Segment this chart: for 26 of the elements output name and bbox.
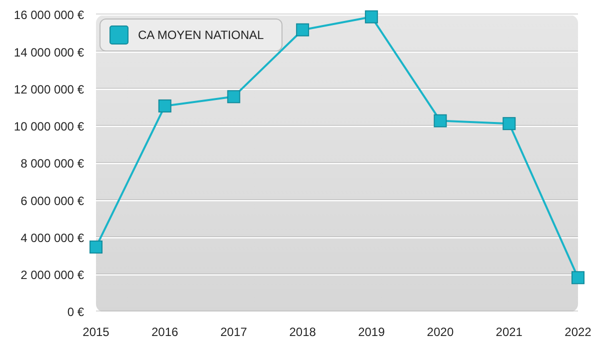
y-tick-label: 12 000 000 € [14, 82, 84, 96]
point [572, 271, 584, 284]
y-tick-label: 6 000 000 € [20, 194, 84, 208]
y-tick-label: 10 000 000 € [14, 120, 84, 134]
y-tick-label: 16 000 000 € [14, 8, 84, 22]
point [364, 10, 378, 24]
point [90, 240, 102, 254]
x-tick-label: 2019 [358, 325, 386, 339]
x-tick-label: 2015 [82, 325, 110, 339]
point [502, 117, 516, 130]
x-tick-label: 2021 [496, 325, 523, 339]
point [158, 99, 172, 112]
x-tick-label: 2022 [564, 325, 592, 339]
y-tick-label: 14 000 000 € [14, 45, 84, 60]
point [434, 114, 447, 128]
y-tick-label: 8 000 000 € [20, 156, 84, 171]
x-tick-label: 2020 [426, 325, 454, 339]
y-tick-label: 2 000 000 € [20, 268, 84, 282]
point [296, 23, 310, 36]
x-tick-label: 2016 [152, 325, 179, 339]
x-tick-label: 2017 [220, 325, 248, 339]
y-tick-label: 0 € [67, 305, 84, 320]
x-tick-label: 2018 [289, 325, 316, 339]
point [227, 90, 240, 104]
legend-label: CA MOYEN NATIONAL [138, 28, 264, 42]
y-tick-label: 4 000 000 € [20, 230, 84, 245]
